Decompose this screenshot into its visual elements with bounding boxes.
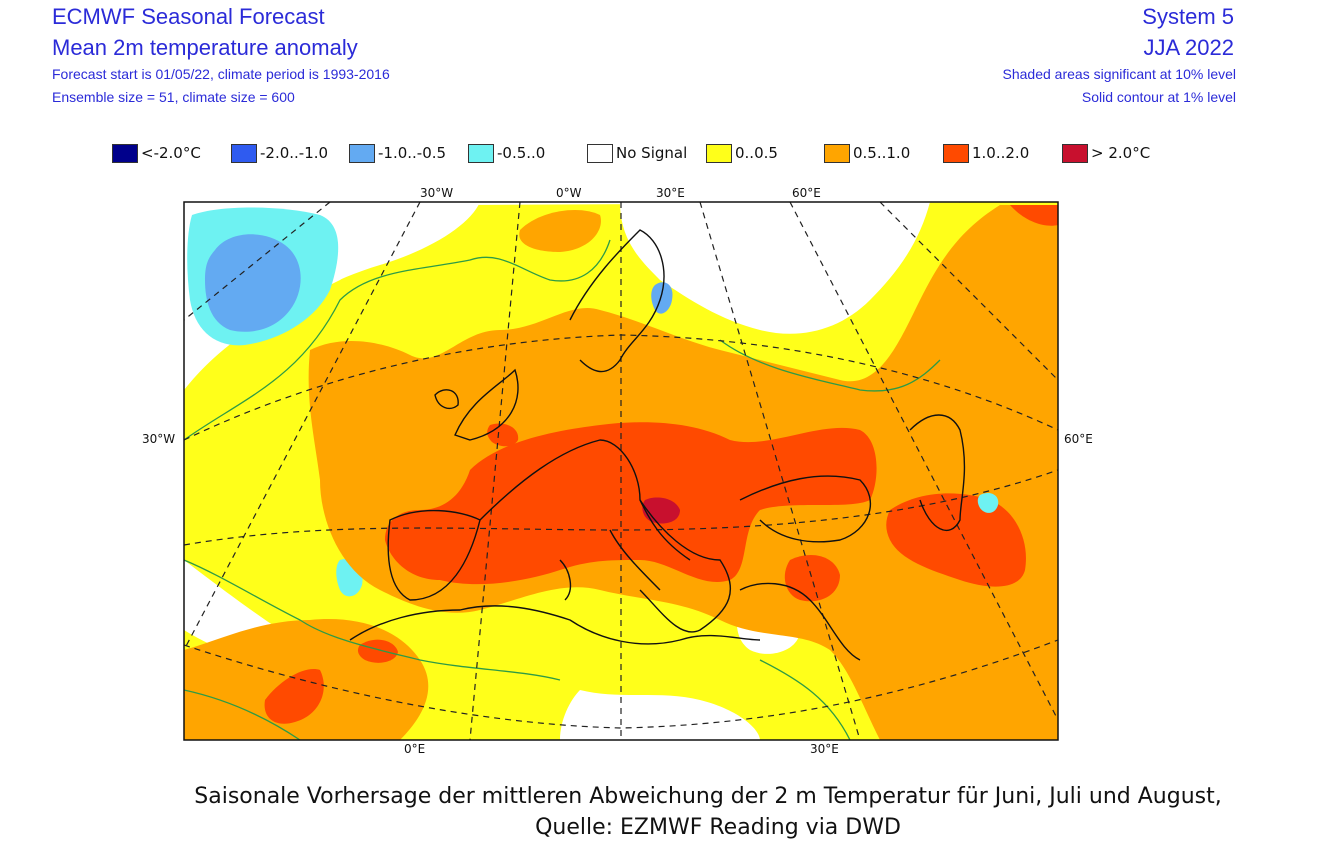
caption-source: Quelle: EZMWF Reading via DWD: [535, 815, 901, 840]
map-frame: [183, 201, 1059, 741]
legend-label: > 2.0°C: [1091, 144, 1151, 162]
latitude-line: [184, 639, 1058, 729]
coastline: [739, 475, 871, 543]
longitude-line: [699, 202, 861, 740]
legend-label: 1.0..2.0: [972, 144, 1030, 162]
forecast-info-line: Forecast start is 01/05/22, climate peri…: [52, 66, 390, 82]
graticule: [184, 202, 1058, 740]
legend-label: No Signal: [616, 144, 688, 162]
legend-swatch: [468, 143, 494, 163]
anomaly-1.0-2.0-area: [385, 422, 877, 585]
chart-title: ECMWF Seasonal Forecast: [52, 4, 325, 29]
coastline: [639, 499, 691, 561]
coastline: [609, 529, 661, 591]
significance-contour: [184, 559, 561, 681]
legend-label: 0..0.5: [735, 144, 778, 162]
legend-item: <-2.0°C: [112, 142, 201, 164]
legend-item: -1.0..-0.5: [349, 142, 446, 164]
legend-label: -0.5..0: [497, 144, 546, 162]
lon-label-top: 30°W: [420, 186, 454, 200]
anomaly-1.0-2.0-area: [886, 493, 1026, 587]
coastline: [454, 368, 519, 441]
contour-note: Solid contour at 1% level: [1081, 89, 1236, 105]
longitude-line: [469, 202, 521, 740]
lon-label-top: 30°E: [656, 186, 685, 200]
lon-label-top: 60°E: [792, 186, 821, 200]
significance-contour: [184, 689, 301, 740]
caption-line: Saisonale Vorhersage der mittleren Abwei…: [194, 784, 1222, 809]
no-signal-area: [560, 690, 760, 740]
longitude-line: [789, 202, 1058, 721]
legend-swatch: [231, 143, 257, 163]
no-signal-area: [620, 202, 930, 334]
legend-item: 0.5..1.0: [824, 142, 910, 164]
significance-contours: [184, 239, 941, 740]
lon-label-top: 0°W: [556, 186, 582, 200]
legend-swatch: [706, 143, 732, 163]
legend-swatch: [943, 143, 969, 163]
longitude-line: [184, 202, 421, 651]
anomaly-1.0-2.0-area: [1010, 205, 1058, 226]
significance-note: Shaded areas significant at 10% level: [1002, 66, 1236, 82]
legend-swatch: [349, 143, 375, 163]
coastline: [434, 389, 459, 410]
anomaly-1.0-2.0-area: [784, 555, 840, 602]
season-label: JJA 2022: [1143, 35, 1234, 60]
coastlines: [349, 229, 966, 661]
legend-item: 1.0..2.0: [943, 142, 1029, 164]
lon-label-right: 60°E: [1064, 432, 1093, 446]
coastline: [739, 582, 861, 661]
lon-label-bottom: 30°E: [810, 742, 839, 756]
anomaly-neg-1-neg-0.5-area: [205, 234, 301, 332]
legend-label: -1.0..-0.5: [378, 144, 447, 162]
anomaly-neg-0.5-0-area: [977, 493, 999, 513]
coastline: [909, 414, 966, 532]
legend-swatch: [587, 143, 613, 163]
latitude-line: [300, 202, 960, 203]
lon-label-bottom: 0°E: [404, 742, 426, 756]
legend-item: -2.0..-1.0: [231, 142, 328, 164]
legend-swatch: [112, 143, 138, 163]
lon-label-left: 30°W: [142, 432, 176, 446]
significance-contour: [184, 239, 611, 441]
legend-item: 0..0.5: [706, 142, 778, 164]
anomaly-1.0-2.0-area: [357, 639, 398, 663]
legend-label: 0.5..1.0: [853, 144, 911, 162]
significance-contour: [759, 659, 851, 740]
legend-label: -2.0..-1.0: [260, 144, 329, 162]
legend-item: No Signal: [587, 142, 687, 164]
legend-label: <-2.0°C: [141, 144, 201, 162]
legend-item: -0.5..0: [468, 142, 545, 164]
anomaly-0.5-1.0-area: [519, 210, 601, 252]
legend-swatch: [824, 143, 850, 163]
chart-subtitle: Mean 2m temperature anomaly: [52, 35, 358, 60]
coastline: [387, 509, 481, 601]
ensemble-info-line: Ensemble size = 51, climate size = 600: [52, 89, 295, 105]
coastline: [479, 439, 731, 633]
coastline: [349, 605, 761, 645]
system-label: System 5: [1142, 4, 1234, 29]
latitude-line: [184, 469, 1058, 546]
coastline: [569, 229, 665, 373]
longitude-line: [184, 202, 331, 321]
anomaly-neg-1-neg-0.5-area: [651, 282, 673, 314]
legend-swatch: [1062, 143, 1088, 163]
anomaly-1.0-2.0-area: [264, 669, 324, 724]
legend-item: > 2.0°C: [1062, 142, 1150, 164]
longitude-line: [879, 202, 1058, 381]
coastline: [559, 559, 572, 601]
